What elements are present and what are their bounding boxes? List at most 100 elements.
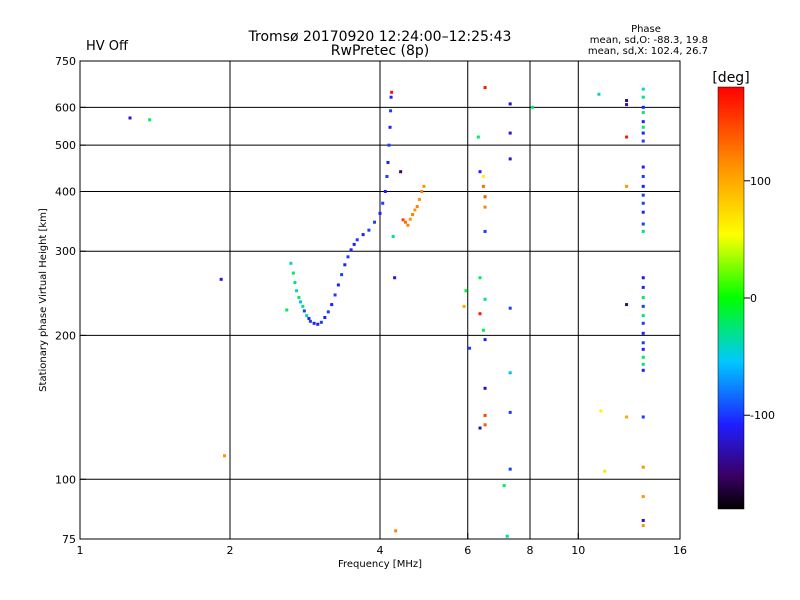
data-point [641, 222, 645, 226]
data-point [462, 304, 466, 308]
x-tick-label: 4 [377, 544, 384, 557]
data-point [293, 281, 297, 285]
data-point [641, 368, 645, 372]
phase-mean-x: mean, sd,X: 102.4, 26.7 [588, 46, 708, 57]
data-point [641, 165, 645, 169]
x-tick-label: 8 [527, 544, 534, 557]
data-point [307, 316, 311, 320]
data-point [508, 410, 512, 414]
data-point [223, 454, 227, 458]
data-point [289, 261, 293, 265]
data-point [388, 125, 392, 129]
y-tick-label: 750 [55, 55, 76, 68]
data-point [641, 524, 645, 528]
data-point [625, 135, 629, 139]
data-point [361, 233, 365, 237]
status-label: HV Off [86, 39, 129, 54]
data-point [641, 87, 645, 91]
data-point [285, 308, 289, 312]
data-point [508, 102, 512, 106]
data-point [406, 223, 410, 227]
data-point [641, 201, 645, 205]
data-point [641, 120, 645, 124]
data-point [355, 238, 359, 242]
data-point [641, 105, 645, 109]
data-point [381, 201, 385, 205]
data-point [502, 484, 506, 488]
data-point [483, 297, 487, 301]
y-axis-ticks: 75 100 200 300 400 500 600 750 [55, 55, 86, 546]
data-point [413, 208, 417, 212]
data-point [508, 306, 512, 310]
data-point [641, 174, 645, 178]
data-point [464, 289, 468, 293]
data-point [385, 174, 389, 178]
colorbar-tick-label: 100 [750, 175, 771, 188]
data-point [468, 346, 472, 350]
data-point [343, 263, 347, 267]
data-point [625, 303, 629, 307]
data-point [301, 304, 305, 308]
y-tick-label: 75 [62, 533, 76, 546]
data-point [625, 184, 629, 188]
x-tick-label: 6 [464, 544, 471, 557]
data-point [625, 103, 629, 107]
data-point [422, 184, 426, 188]
x-tick-label: 16 [673, 544, 687, 557]
y-tick-label: 400 [55, 185, 76, 198]
x-tick-label: 10 [571, 544, 585, 557]
data-point [476, 135, 480, 139]
data-point [625, 99, 629, 103]
data-point [128, 116, 132, 120]
data-point [298, 300, 302, 304]
data-point [305, 314, 309, 318]
colorbar-tick-label: 0 [750, 292, 757, 305]
data-point [330, 303, 334, 307]
data-point [415, 205, 419, 209]
y-tick-label: 600 [55, 101, 76, 114]
data-point [387, 143, 391, 147]
data-point [483, 205, 487, 209]
data-point [641, 347, 645, 351]
data-point [531, 105, 535, 109]
data-point [349, 248, 353, 252]
grid-layer [80, 61, 680, 539]
data-point [333, 293, 337, 297]
data-point [641, 285, 645, 289]
data-point [389, 95, 393, 99]
data-point [316, 322, 320, 326]
data-point [481, 174, 485, 178]
data-point [478, 276, 482, 280]
data-point [346, 255, 350, 259]
data-point [319, 320, 323, 324]
data-point [302, 309, 306, 313]
data-point [393, 276, 397, 280]
data-point [483, 413, 487, 417]
data-point [641, 314, 645, 318]
data-point [383, 189, 387, 193]
data-point [394, 529, 398, 533]
data-point [641, 131, 645, 135]
data-point [478, 426, 482, 430]
data-point [391, 235, 395, 239]
data-point [641, 304, 645, 308]
phase-heading: Phase [631, 24, 661, 35]
data-point [336, 283, 340, 287]
data-point [641, 193, 645, 197]
y-axis-label: Stationary phase Virtual Height [km] [38, 208, 49, 392]
data-point [478, 170, 482, 174]
data-point [389, 109, 393, 113]
points-layer [128, 86, 645, 538]
data-point [340, 273, 344, 277]
data-point [481, 184, 485, 188]
data-point [401, 218, 405, 222]
data-point [367, 228, 371, 232]
data-point [641, 296, 645, 300]
data-point [641, 184, 645, 188]
data-point [403, 220, 407, 224]
data-point [641, 95, 645, 99]
colorbar-ticks: 100 0 -100 [744, 175, 775, 422]
data-point [641, 210, 645, 214]
data-point [641, 229, 645, 233]
